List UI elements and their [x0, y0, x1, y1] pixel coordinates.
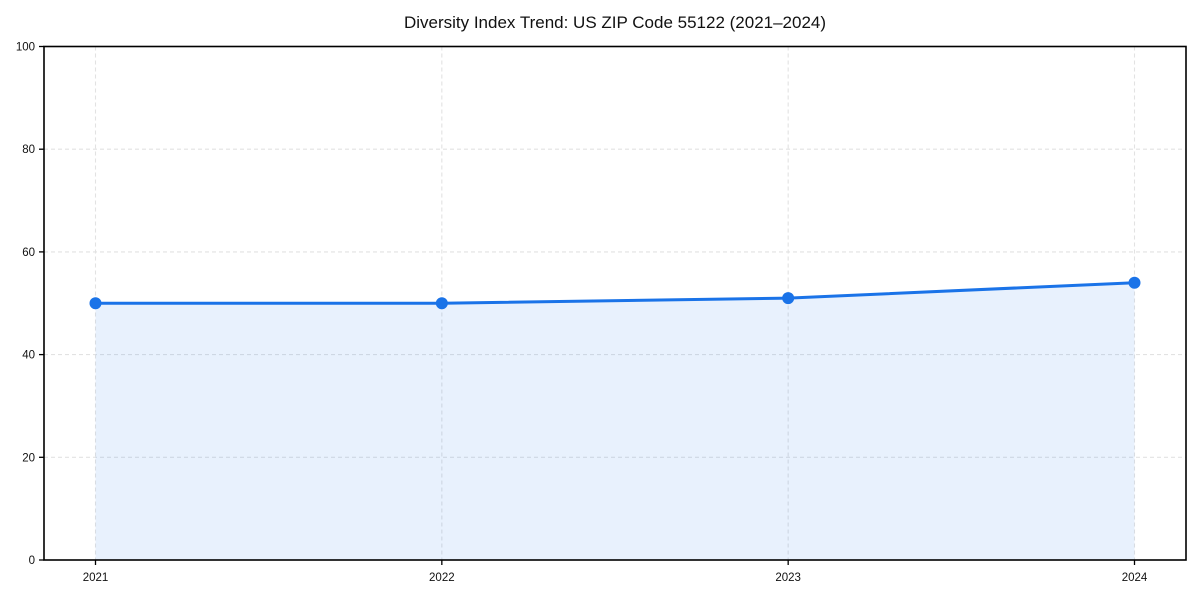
plot-border — [43, 45, 1187, 561]
data-point-2021 — [89, 297, 102, 310]
x-tick-label: 2021 — [83, 572, 109, 584]
y-tick-label: 0 — [29, 555, 35, 567]
area-fill — [95, 282, 1135, 560]
data-point-2022 — [435, 297, 448, 310]
trend-line — [94, 281, 1136, 305]
data-point-2023 — [782, 292, 795, 305]
y-tick-label: 40 — [22, 350, 35, 362]
chart-title: Diversity Index Trend: US ZIP Code 55122… — [403, 13, 827, 32]
x-tick-label: 2023 — [775, 572, 801, 584]
y-tick-label: 100 — [16, 42, 35, 54]
y-tick-label: 80 — [22, 144, 35, 156]
y-tick-label: 60 — [22, 247, 35, 259]
x-tick-label: 2024 — [1122, 572, 1148, 584]
data-point-2024 — [1128, 276, 1141, 289]
x-tick-label: 2022 — [429, 572, 455, 584]
y-tick-label: 20 — [22, 452, 35, 464]
